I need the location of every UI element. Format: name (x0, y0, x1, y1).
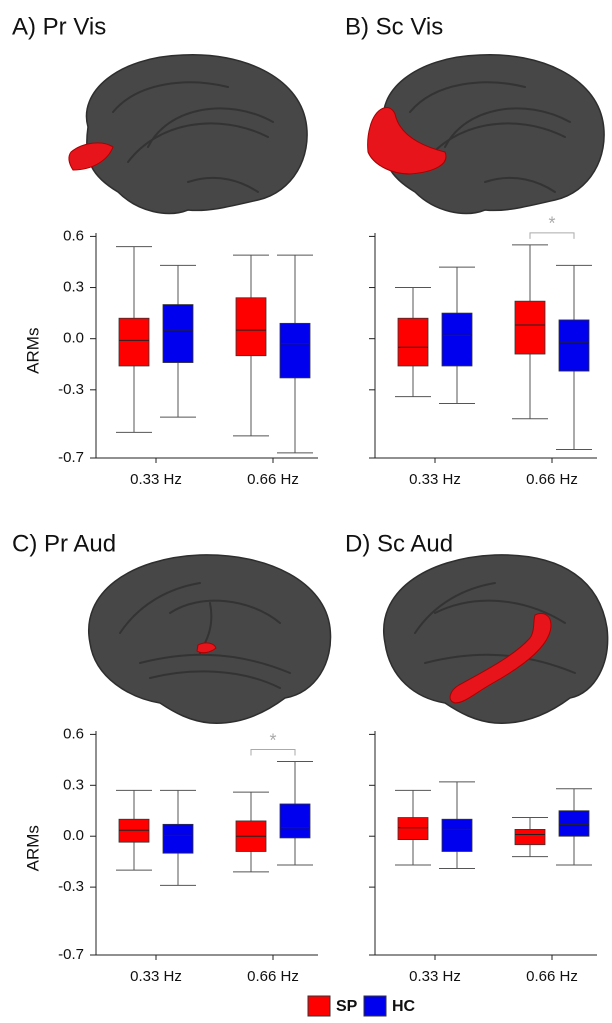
significance-mark: * (548, 214, 555, 234)
legend-swatch (363, 995, 387, 1017)
box (441, 312, 473, 367)
y-tick-label: 0.3 (63, 279, 84, 296)
box (558, 810, 590, 837)
legend-swatch (307, 995, 331, 1017)
brain-medial (68, 54, 308, 215)
y-tick-label: -0.3 (58, 381, 84, 398)
x-tick-label: 0.66 Hz (526, 968, 578, 985)
brain-medial (367, 54, 605, 215)
box (235, 297, 267, 357)
brain-lateral (88, 554, 332, 724)
x-tick-label: 0.33 Hz (409, 968, 461, 985)
significance-mark: * (269, 730, 276, 750)
y-tick-label: 0.0 (63, 827, 84, 844)
box (397, 817, 429, 841)
x-tick-label: 0.66 Hz (526, 471, 578, 488)
y-tick-label: 0.0 (63, 330, 84, 347)
box (279, 803, 311, 839)
x-tick-label: 0.33 Hz (409, 471, 461, 488)
y-tick-label: 0.6 (63, 725, 84, 742)
y-tick-label: 0.6 (63, 227, 84, 244)
panel-title: D) Sc Aud (345, 530, 453, 557)
y-tick-label: -0.7 (58, 449, 84, 466)
panel-title: B) Sc Vis (345, 13, 443, 40)
box (118, 317, 150, 367)
legend-label: HC (392, 998, 416, 1015)
brain-lateral (383, 554, 609, 724)
significance-bracket (250, 749, 296, 756)
box (162, 823, 194, 854)
y-axis-label: ARMs (23, 825, 42, 871)
box (558, 319, 590, 372)
panel-title: C) Pr Aud (12, 530, 116, 557)
x-tick-label: 0.33 Hz (130, 471, 182, 488)
box (514, 300, 546, 355)
significance-bracket (529, 232, 575, 239)
legend-label: SP (336, 998, 358, 1015)
x-tick-label: 0.66 Hz (247, 471, 299, 488)
x-tick-label: 0.33 Hz (130, 968, 182, 985)
y-tick-label: -0.3 (58, 878, 84, 895)
box (397, 317, 429, 367)
panel-title: A) Pr Vis (12, 13, 106, 40)
y-tick-label: 0.3 (63, 776, 84, 793)
box (279, 322, 311, 379)
box (441, 818, 473, 852)
box (162, 304, 194, 363)
x-tick-label: 0.66 Hz (247, 968, 299, 985)
y-tick-label: -0.7 (58, 946, 84, 963)
y-axis-label: ARMs (23, 328, 42, 374)
box (514, 829, 546, 846)
